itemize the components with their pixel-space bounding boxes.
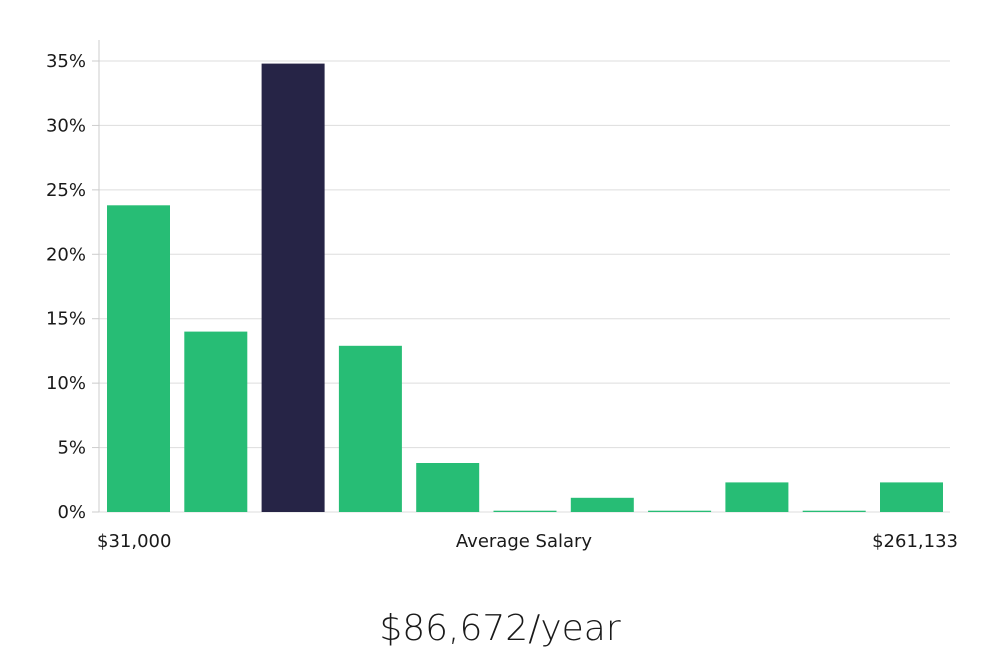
bar bbox=[725, 482, 789, 512]
y-tick-label: 35% bbox=[46, 51, 86, 72]
y-tick-label: 30% bbox=[46, 115, 86, 136]
y-tick-label: 5% bbox=[57, 438, 86, 459]
bar bbox=[184, 331, 248, 512]
x-max-label: $261,133 bbox=[872, 531, 958, 552]
y-axis-ticks: 0% 5% 10% 15% 20% 25% 30% 35% bbox=[46, 51, 99, 523]
salary-histogram: 0% 5% 10% 15% 20% 25% 30% 35% $31,000 Average S… bbox=[46, 40, 958, 552]
bar bbox=[880, 482, 943, 512]
bar bbox=[493, 510, 557, 512]
bar bbox=[338, 345, 402, 512]
y-tick-label: 15% bbox=[46, 309, 86, 330]
x-min-label: $31,000 bbox=[97, 531, 171, 552]
bar bbox=[570, 497, 634, 512]
y-tick-label: 10% bbox=[46, 373, 86, 394]
bar-highlighted bbox=[261, 63, 325, 512]
average-salary-value: $86,672/year bbox=[379, 608, 621, 649]
bar bbox=[416, 463, 480, 512]
x-axis-label: Average Salary bbox=[456, 531, 593, 552]
y-tick-label: 20% bbox=[46, 244, 86, 265]
bar bbox=[648, 510, 712, 512]
y-tick-label: 0% bbox=[57, 502, 86, 523]
bar bbox=[107, 205, 170, 513]
bars bbox=[107, 63, 943, 513]
y-tick-label: 25% bbox=[46, 180, 86, 201]
bar bbox=[802, 510, 866, 512]
